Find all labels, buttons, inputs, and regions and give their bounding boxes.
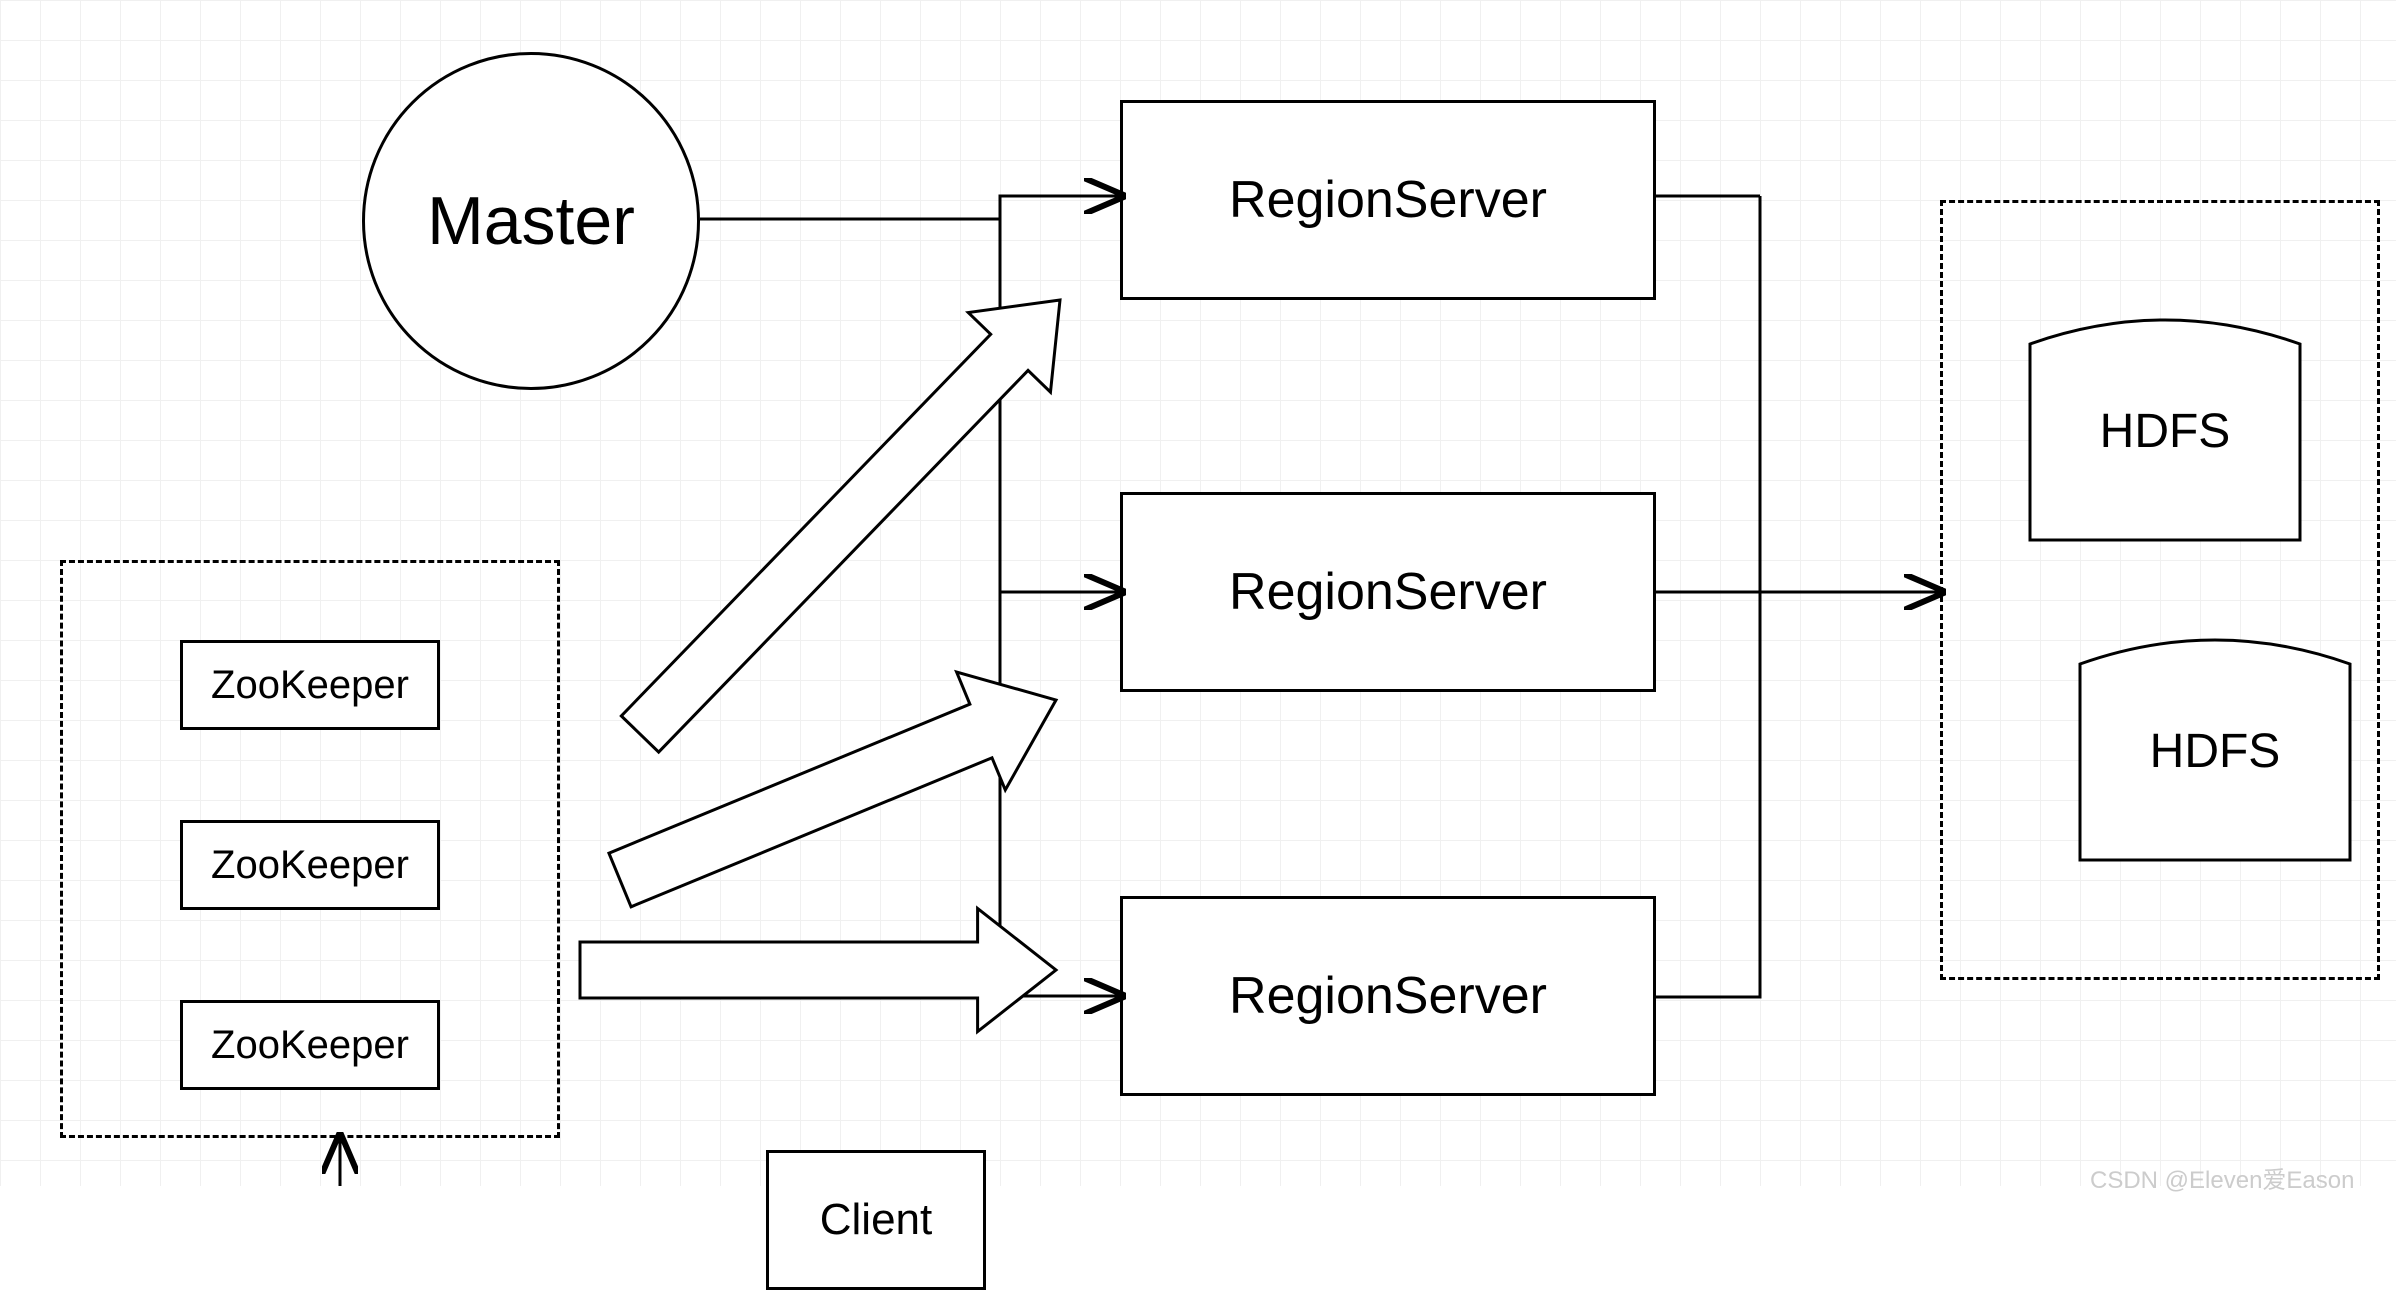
- zk1-label: ZooKeeper: [211, 663, 409, 708]
- region-server-1: RegionServer: [1120, 100, 1656, 300]
- zk3-label: ZooKeeper: [211, 1023, 409, 1068]
- region-server-3: RegionServer: [1120, 896, 1656, 1096]
- hdfs-group: [1940, 200, 2380, 980]
- region-server-2: RegionServer: [1120, 492, 1656, 692]
- watermark-text: CSDN @Eleven爱Eason: [2090, 1167, 2354, 1194]
- zookeeper-node-2: ZooKeeper: [180, 820, 440, 910]
- client-node: Client: [766, 1150, 986, 1290]
- zookeeper-node-1: ZooKeeper: [180, 640, 440, 730]
- rs1-label: RegionServer: [1229, 170, 1547, 230]
- client-label: Client: [820, 1195, 933, 1245]
- rs2-label: RegionServer: [1229, 562, 1547, 622]
- watermark: CSDN @Eleven爱Eason: [2090, 1160, 2354, 1195]
- master-label: Master: [427, 182, 635, 260]
- zk2-label: ZooKeeper: [211, 843, 409, 888]
- rs3-label: RegionServer: [1229, 966, 1547, 1026]
- master-node: Master: [362, 52, 700, 390]
- zookeeper-node-3: ZooKeeper: [180, 1000, 440, 1090]
